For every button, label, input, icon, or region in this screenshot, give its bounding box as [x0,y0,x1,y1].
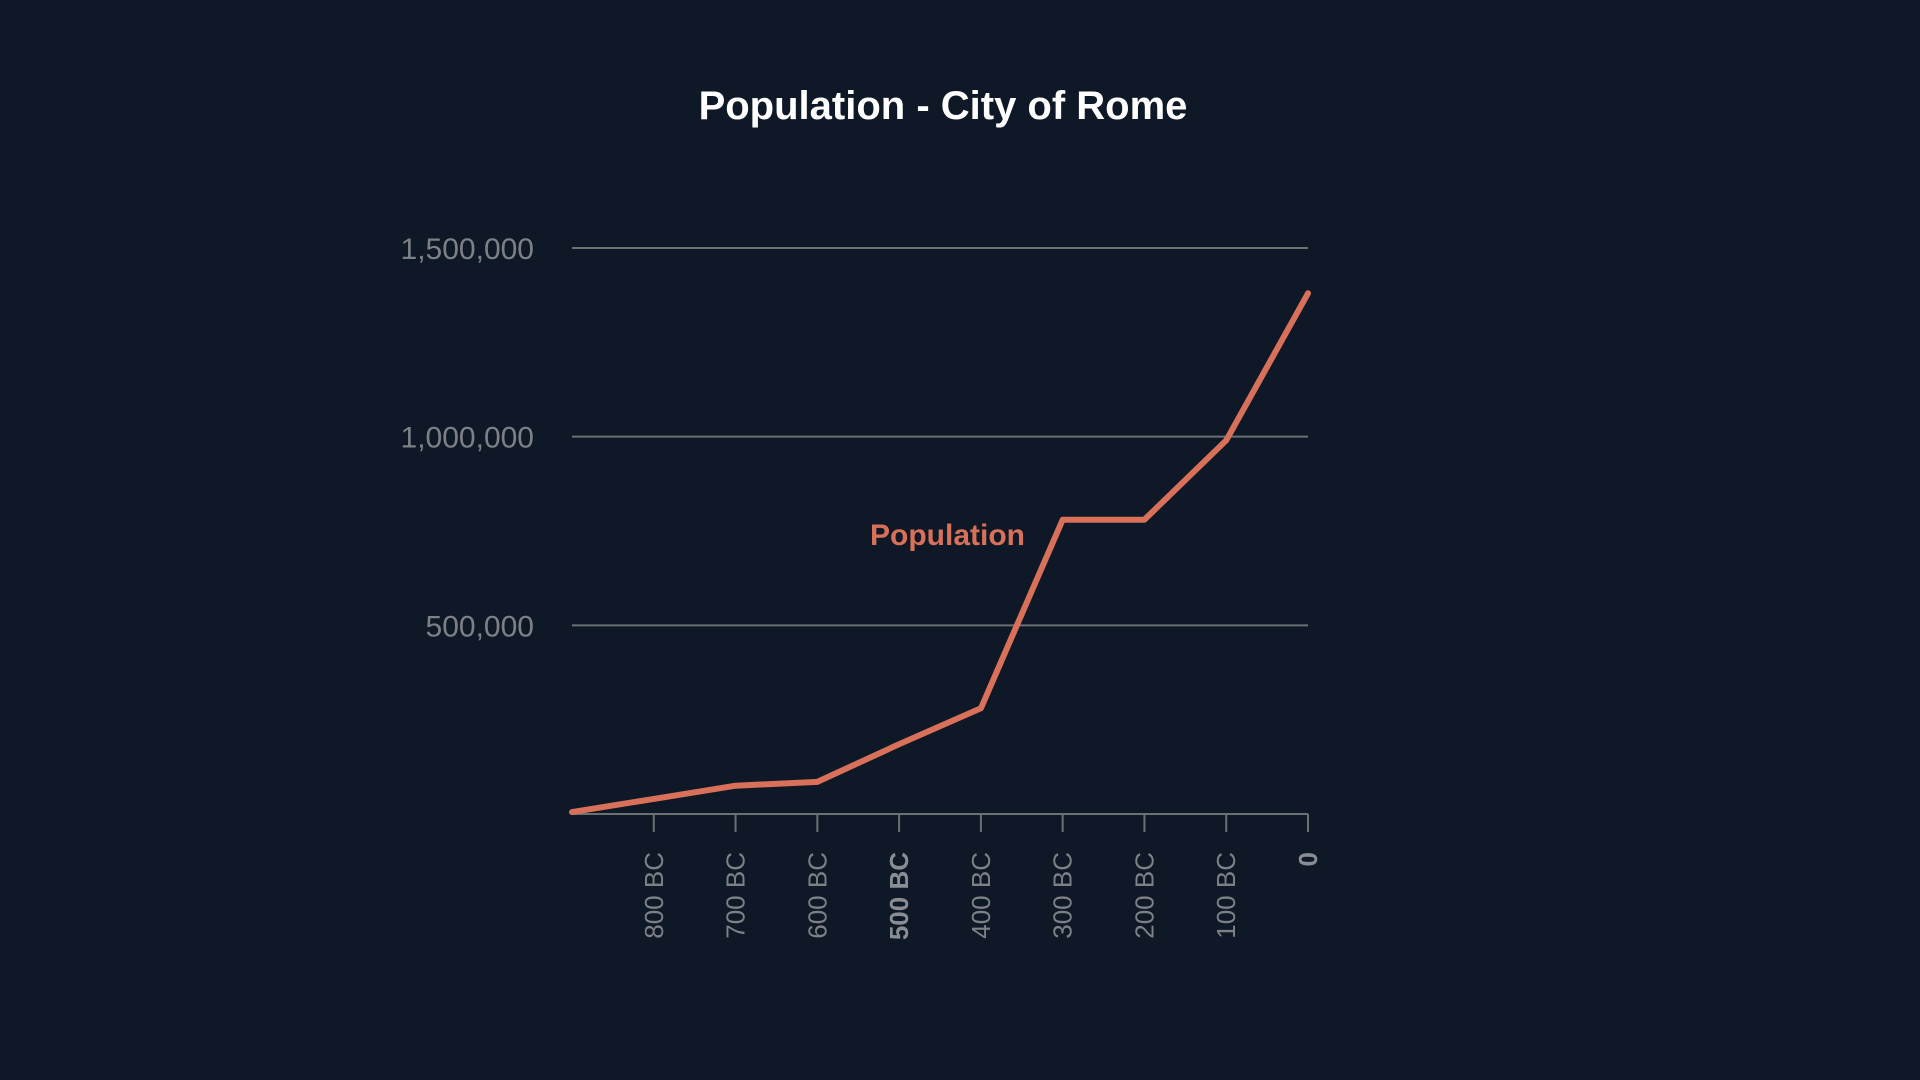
chart-title: Population - City of Rome [698,84,1188,128]
x-tick-label: 800 BC [639,852,669,939]
x-tick-label: 300 BC [1048,852,1078,939]
y-tick-label: 500,000 [426,610,534,643]
x-tick-label: 500 BC [884,852,914,940]
x-tick-label: 0 [1293,852,1323,866]
x-tick-label: 400 BC [966,852,996,939]
series-line-population [569,290,1311,816]
y-tick-label: 1,500,000 [401,233,534,266]
x-tick-label: 100 BC [1211,852,1241,939]
series-label-population: Population [870,519,1025,552]
x-tick-label: 200 BC [1129,852,1159,939]
x-tick-label: 600 BC [802,852,832,939]
x-tick-label: 700 BC [721,852,751,939]
y-tick-label: 1,000,000 [401,422,534,455]
